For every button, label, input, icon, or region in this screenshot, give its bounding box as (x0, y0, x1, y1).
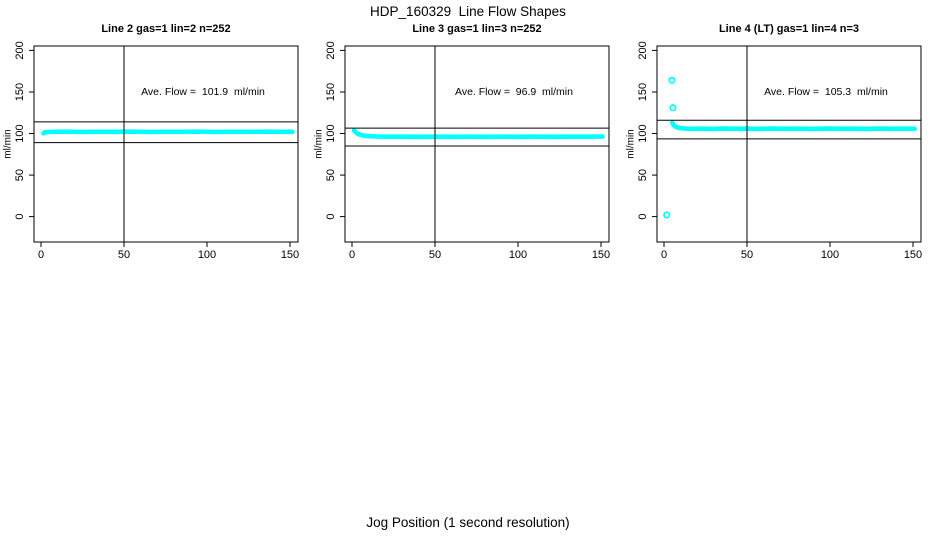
subplot-line-2: 0 50 100 150 0 50 100 150 200 ml/min (3, 41, 300, 261)
x-tick-label: 0 (38, 249, 44, 261)
y-tick-label: 200 (14, 41, 26, 59)
outlier-point (668, 76, 676, 84)
data-band (41, 129, 295, 136)
x-tick-label: 50 (429, 249, 441, 261)
y-axis-label: ml/min (314, 129, 325, 158)
y-tick-label: 50 (14, 169, 26, 181)
y-tick-label: 150 (14, 83, 26, 101)
y-tick-label: 0 (637, 214, 649, 220)
ave-flow-annotation-line-4: Ave. Flow = 105.3 ml/min (764, 86, 888, 98)
x-tick-label: 50 (741, 249, 753, 261)
ave-flow-annotation-line-3: Ave. Flow = 96.9 ml/min (455, 86, 573, 98)
outlier-point (663, 211, 671, 219)
subplot-line-4: 0 50 100 150 0 50 100 150 200 ml/min (626, 41, 923, 261)
x-axis-label: Jog Position (1 second resolution) (366, 515, 570, 530)
x-tick-label: 150 (281, 249, 299, 261)
y-tick-label: 50 (637, 169, 649, 181)
outlier-point (669, 104, 677, 112)
subplot-line-3: 0 50 100 150 0 50 100 150 200 ml/min (314, 41, 611, 261)
x-tick-label: 0 (349, 249, 355, 261)
subplot-title-line-3: Line 3 gas=1 lin=3 n=252 (412, 23, 542, 35)
plot-box (344, 45, 610, 243)
x-tick-label: 150 (904, 249, 922, 261)
y-tick-label: 150 (325, 83, 337, 101)
x-tick-label: 100 (821, 249, 839, 261)
ave-flow-annotation-line-2: Ave. Flow = 101.9 ml/min (141, 86, 265, 98)
y-tick-label: 100 (637, 124, 649, 142)
y-axis-label: ml/min (3, 129, 14, 158)
plot-box (656, 45, 922, 243)
y-axis-label: ml/min (626, 129, 637, 158)
figure-title: HDP_160329 Line Flow Shapes (370, 4, 566, 19)
y-tick-label: 100 (325, 124, 337, 142)
y-tick-label: 50 (325, 169, 337, 181)
data-band (669, 120, 918, 132)
y-tick-label: 0 (14, 214, 26, 220)
subplot-title-line-2: Line 2 gas=1 lin=2 n=252 (101, 23, 231, 35)
y-tick-label: 100 (14, 124, 26, 142)
x-tick-label: 100 (509, 249, 527, 261)
y-tick-label: 150 (637, 83, 649, 101)
y-tick-label: 200 (325, 41, 337, 59)
y-tick-label: 0 (325, 214, 337, 220)
x-tick-label: 50 (118, 249, 130, 261)
x-tick-label: 0 (661, 249, 667, 261)
x-tick-label: 100 (198, 249, 216, 261)
x-tick-label: 150 (592, 249, 610, 261)
data-band (351, 128, 606, 140)
plot-box (33, 45, 299, 243)
y-tick-label: 200 (637, 41, 649, 59)
subplot-title-line-4: Line 4 (LT) gas=1 lin=4 n=3 (718, 23, 860, 35)
